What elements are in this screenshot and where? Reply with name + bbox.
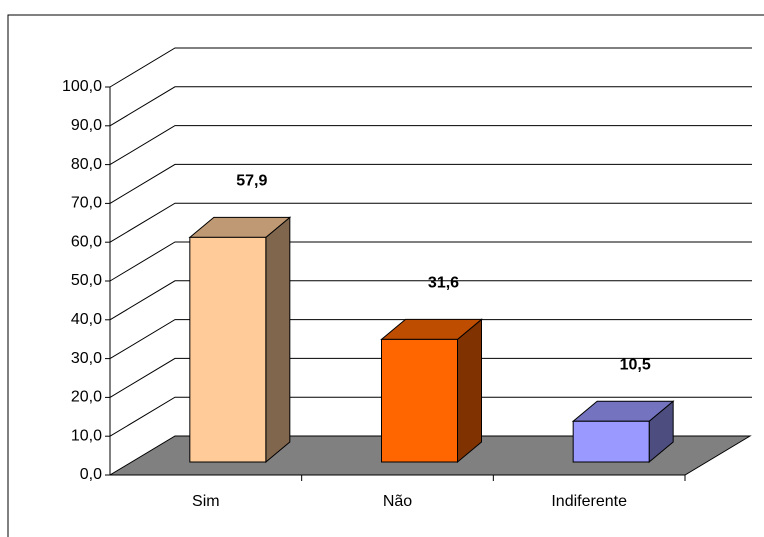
y-tick-label: 10,0 [71,427,102,444]
grid-line [109,241,752,282]
y-tick-label: 30,0 [71,350,102,367]
frame [7,14,764,537]
y-tick-label: 60,0 [71,233,102,250]
grid-line [109,163,752,204]
bar-side [265,216,291,464]
grid-line [109,280,752,321]
x-tick-label: Sim [192,493,220,510]
grid-line [109,357,752,398]
y-tick-label: 90,0 [71,117,102,134]
y-tick-label: 50,0 [71,272,102,289]
grid-line [109,47,752,88]
grid-line [109,396,752,437]
bar [189,236,267,463]
grid-line [109,125,752,166]
bar [572,420,650,463]
y-tick-label: 70,0 [71,195,102,212]
value-label: 31,6 [428,275,459,292]
y-tick-label: 100,0 [62,78,102,95]
x-tick-label: Indiferente [551,493,627,510]
y-tick-label: 0,0 [80,466,102,483]
x-tick-label: Não [383,493,412,510]
value-label: 57,9 [236,173,267,190]
y-tick-label: 20,0 [71,389,102,406]
value-label: 10,5 [620,356,651,373]
grid-line [109,86,752,127]
y-tick-label: 40,0 [71,311,102,328]
grid-line [109,202,752,243]
y-tick-label: 80,0 [71,156,102,173]
grid-line [109,319,752,360]
bar-side [457,318,482,464]
bar [381,338,458,463]
